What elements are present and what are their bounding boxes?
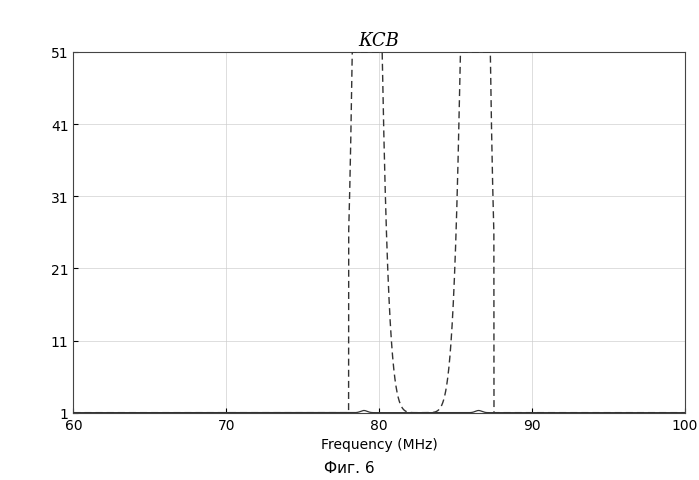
Title: КСВ: КСВ bbox=[359, 32, 400, 50]
Text: Фиг. 6: Фиг. 6 bbox=[324, 460, 375, 475]
X-axis label: Frequency (MHz): Frequency (MHz) bbox=[321, 437, 438, 451]
